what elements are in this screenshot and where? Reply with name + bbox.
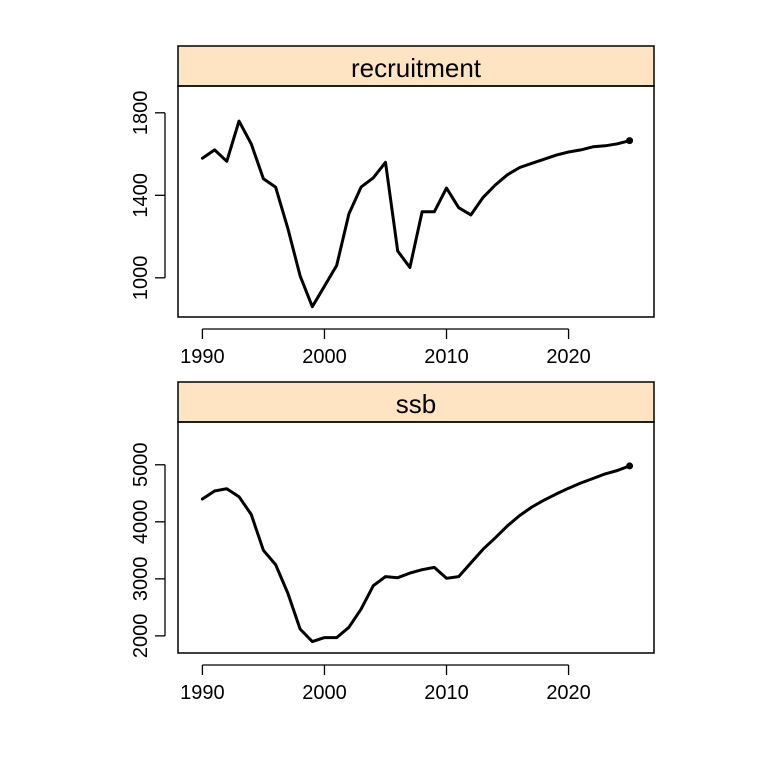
plot-area-ssb: 1990 2000 2010 2020 2000 3000 4000 5000	[130, 443, 634, 704]
x-tick-label-recruitment: 2010	[424, 346, 469, 368]
x-tick-label-ssb: 2020	[546, 682, 591, 704]
panel-title-ssb: ssb	[396, 389, 436, 419]
x-tick-label-recruitment: 1990	[180, 346, 225, 368]
plot-frame-recruitment	[177, 85, 655, 318]
series-line-ssb	[200, 464, 632, 644]
plot-frame-ssb	[177, 421, 655, 654]
y-tick-label-ssb: 2000	[130, 614, 152, 659]
plot-area-recruitment: 1990 2000 2010 2020 1000 1400 1800	[130, 91, 634, 368]
y-tick-label-recruitment: 1800	[130, 91, 152, 136]
panel-recruitment: recruitment 1990 2000 2010 2020 1000 1400 1800	[130, 45, 655, 368]
x-tick-label-ssb: 2000	[302, 682, 347, 704]
panel-title-recruitment: recruitment	[351, 53, 482, 83]
x-tick-label-recruitment: 2020	[546, 346, 591, 368]
y-tick-label-recruitment: 1000	[130, 256, 152, 301]
panel-ssb: ssb 1990 2000 2010 2020 2000 3000 4000 5000	[130, 381, 655, 704]
data-point-recruitment	[626, 137, 634, 145]
panel-strip-ssb	[177, 381, 655, 423]
panel-strip-recruitment	[177, 45, 655, 87]
y-tick-label-ssb: 4000	[130, 500, 152, 545]
y-tick-label-ssb: 3000	[130, 557, 152, 602]
series-line-recruitment	[200, 119, 632, 309]
y-tick-label-ssb: 5000	[130, 443, 152, 488]
x-tick-label-ssb: 1990	[180, 682, 225, 704]
y-tick-label-recruitment: 1400	[130, 173, 152, 218]
data-point-ssb	[626, 462, 634, 470]
x-tick-label-recruitment: 2000	[302, 346, 347, 368]
x-tick-label-ssb: 2010	[424, 682, 469, 704]
